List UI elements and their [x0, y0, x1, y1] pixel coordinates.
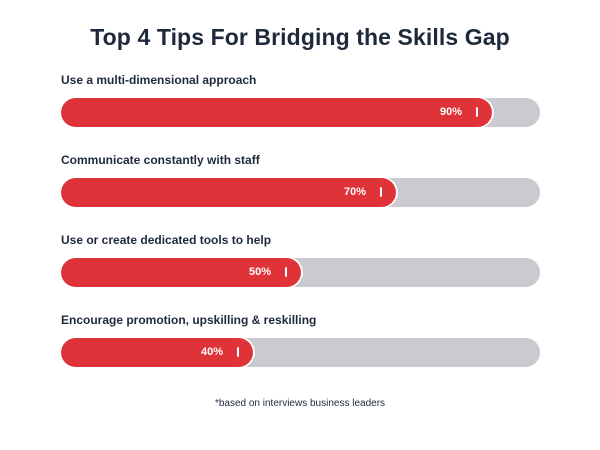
bar-label: Encourage promotion, upskilling & reskil… — [61, 313, 317, 327]
bar-end-marker — [380, 187, 382, 197]
bar-track: 50% — [61, 258, 540, 287]
bar-value-label: 90% — [439, 106, 462, 118]
footnote: *based on interviews business leaders — [214, 398, 386, 409]
bar-item: Use or create dedicated tools to help 50… — [61, 233, 540, 287]
chart-title: Top 4 Tips For Bridging the Skills Gap — [90, 24, 510, 50]
bar-value-label: 40% — [200, 346, 223, 358]
bar-label: Communicate constantly with staff — [61, 153, 260, 167]
bar-fill — [61, 178, 396, 207]
bar-item: Encourage promotion, upskilling & reskil… — [61, 313, 540, 367]
bar-label: Use or create dedicated tools to help — [61, 233, 272, 247]
bar-item: Use a multi-dimensional approach 90% — [61, 73, 540, 127]
bar-fill — [61, 98, 492, 127]
bar-track: 70% — [61, 178, 540, 207]
bar-value-label: 50% — [248, 266, 271, 278]
bar-value-label: 70% — [343, 186, 366, 198]
bar-track: 40% — [61, 338, 540, 367]
bar-end-marker — [285, 267, 287, 277]
bar-fill — [61, 258, 301, 287]
bar-end-marker — [476, 107, 478, 117]
bar-end-marker — [237, 347, 239, 357]
bar-label: Use a multi-dimensional approach — [61, 73, 257, 87]
bar-fill — [61, 338, 253, 367]
bar-item: Communicate constantly with staff 70% — [61, 153, 540, 207]
bar-track: 90% — [61, 98, 540, 127]
